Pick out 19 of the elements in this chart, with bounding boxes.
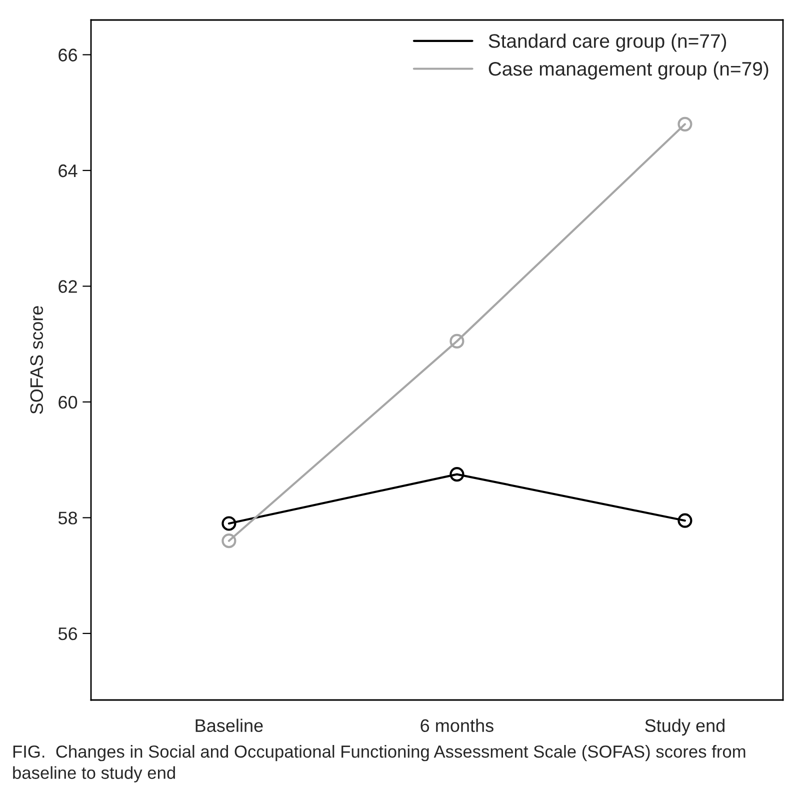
point — [450, 334, 464, 348]
point — [450, 467, 464, 482]
point — [222, 534, 236, 548]
point — [678, 116, 692, 132]
x-tick-label: Baseline — [196, 718, 263, 732]
y-tick-label: 56 — [58, 627, 78, 640]
legend-label: Case management group (n=79) — [488, 61, 768, 80]
y-tick-label: 60 — [58, 396, 78, 409]
text: FIG. Changes in Social and Occupational Functioning Assessment Scale (SOFAS) scores from baseline to study end — [13, 745, 746, 782]
y-tick-label: 62 — [58, 280, 77, 293]
point — [222, 516, 236, 531]
point — [678, 513, 692, 528]
y-axis-title: SOFAS score — [30, 306, 44, 414]
legend-label: Standard care group (n=77) — [488, 34, 726, 52]
y-tick-label: 58 — [58, 512, 78, 524]
x-tick-label: Study end — [645, 718, 724, 736]
y-tick-label: 64 — [58, 164, 78, 178]
x-tick-label: 6 months — [420, 718, 494, 732]
y-tick-label: 66 — [58, 48, 78, 62]
